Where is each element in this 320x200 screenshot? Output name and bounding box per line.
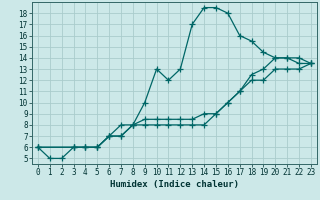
X-axis label: Humidex (Indice chaleur): Humidex (Indice chaleur): [110, 180, 239, 189]
